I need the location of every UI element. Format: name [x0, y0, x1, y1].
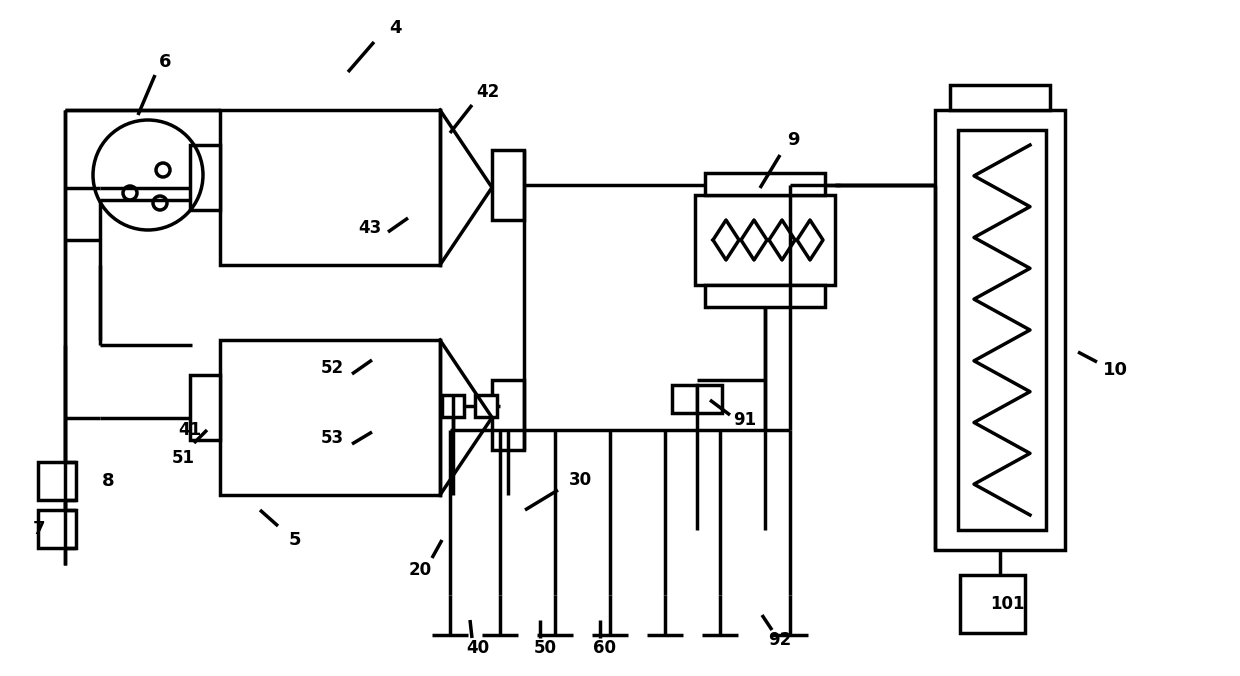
Bar — [694, 195, 835, 285]
Text: 53: 53 — [320, 429, 343, 447]
Bar — [441, 395, 464, 417]
Text: 9: 9 — [786, 131, 800, 149]
Text: 6: 6 — [159, 53, 171, 71]
Bar — [492, 150, 525, 220]
Text: 8: 8 — [102, 472, 114, 490]
Text: 20: 20 — [408, 561, 432, 579]
Bar — [672, 385, 697, 413]
Text: 92: 92 — [769, 631, 791, 649]
Bar — [219, 110, 440, 265]
Text: 42: 42 — [476, 83, 500, 101]
Text: 91: 91 — [733, 411, 756, 429]
Text: 7: 7 — [32, 520, 45, 538]
Bar — [38, 510, 76, 548]
Text: 4: 4 — [389, 19, 402, 37]
Text: 50: 50 — [533, 639, 557, 657]
Bar — [935, 110, 1065, 550]
Bar — [706, 285, 825, 307]
Bar — [697, 385, 722, 413]
Bar — [475, 395, 497, 417]
Text: 30: 30 — [568, 471, 591, 489]
Bar — [38, 462, 76, 500]
Text: 40: 40 — [466, 639, 490, 657]
Text: 5: 5 — [289, 531, 301, 549]
Bar — [190, 145, 219, 210]
Bar — [960, 575, 1025, 633]
Text: 51: 51 — [171, 449, 195, 467]
Bar — [219, 340, 440, 495]
Bar — [190, 375, 219, 440]
Text: 101: 101 — [991, 595, 1024, 613]
Text: 41: 41 — [179, 421, 202, 439]
Text: 52: 52 — [320, 359, 343, 377]
Text: 43: 43 — [358, 219, 382, 237]
Bar — [706, 173, 825, 195]
Text: 60: 60 — [594, 639, 616, 657]
Bar — [950, 85, 1050, 110]
Bar — [959, 130, 1047, 530]
Text: 10: 10 — [1102, 361, 1127, 379]
Bar — [492, 380, 525, 450]
